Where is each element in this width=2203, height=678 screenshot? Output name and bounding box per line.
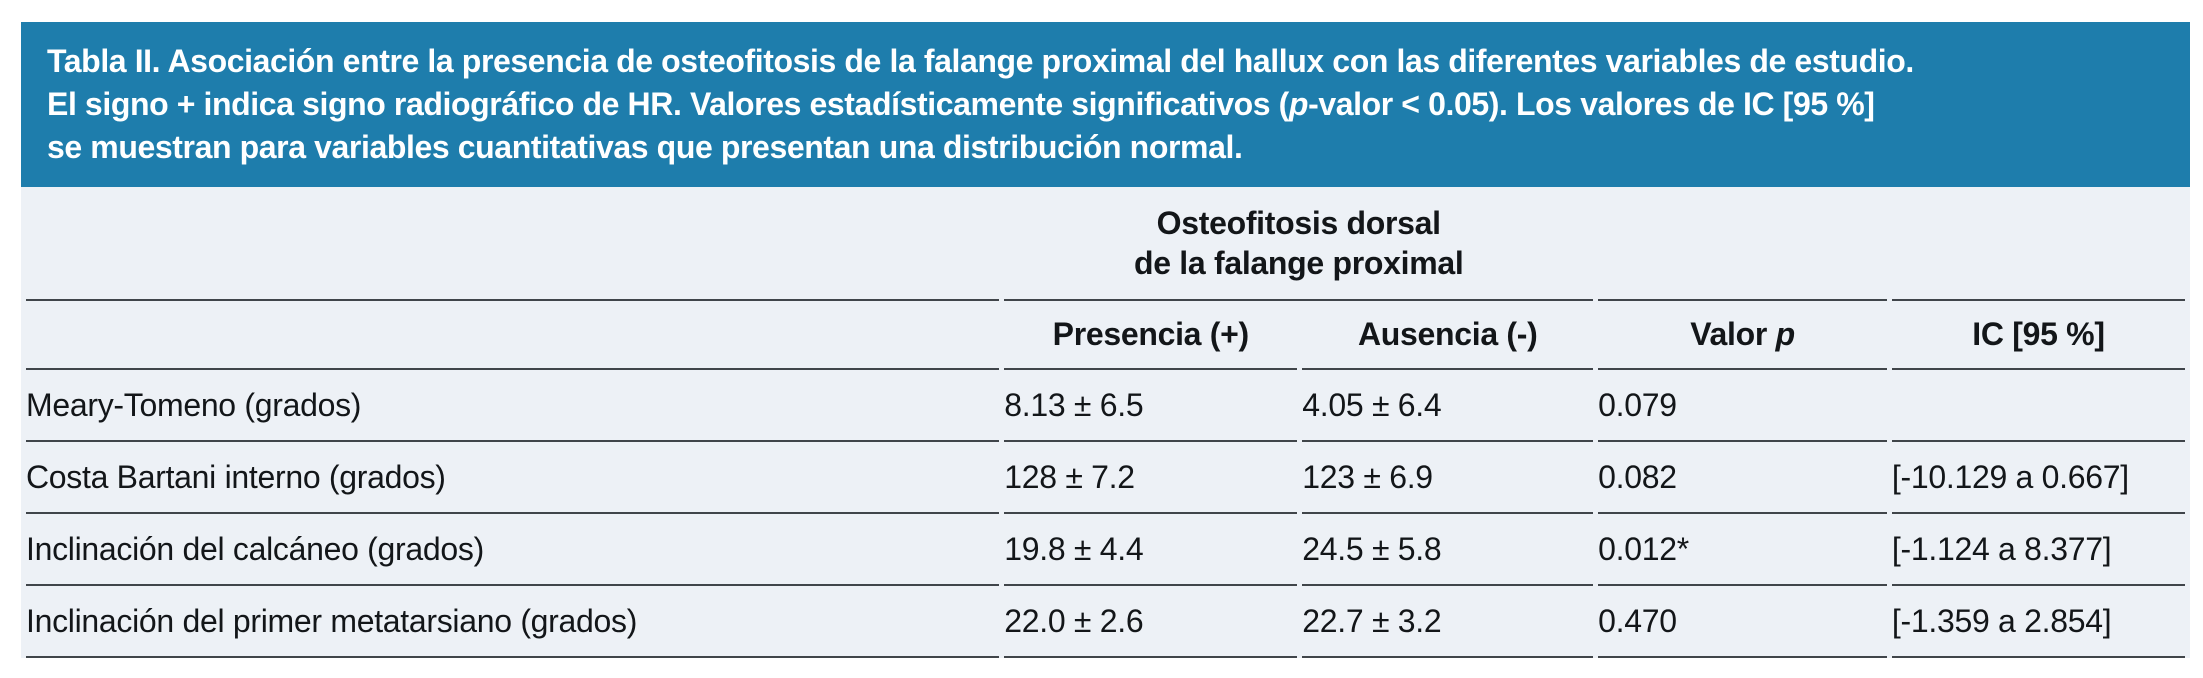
group-header-cell: Osteofitosis dorsal de la falange proxim… (1004, 187, 1594, 301)
cell-label: Inclinación del calcáneo (grados) (26, 514, 1000, 586)
cell-label: Costa Bartani interno (grados) (26, 442, 1000, 514)
group-header-spacer-right (1891, 187, 2185, 301)
caption-line-2-post: -valor < 0.05). Los valores de IC [95 %] (1308, 86, 1875, 122)
results-table: Osteofitosis dorsal de la falange proxim… (21, 187, 2190, 658)
cell-presencia: 19.8 ± 4.4 (1004, 514, 1298, 586)
table-row-meary-tomeno: Meary-Tomeno (grados) 8.13 ± 6.5 4.05 ± … (26, 370, 2185, 442)
column-header-presencia: Presencia (+) (1004, 301, 1298, 370)
cell-ausencia: 22.7 ± 3.2 (1302, 586, 1594, 658)
cell-p-value: 0.082 (1598, 442, 1887, 514)
cell-label: Inclinación del primer metatarsiano (gra… (26, 586, 1000, 658)
caption-p-italic: p (1288, 86, 1309, 122)
group-header-row: Osteofitosis dorsal de la falange proxim… (26, 187, 2185, 301)
table-row-inclinacion-calcaneo: Inclinación del calcáneo (grados) 19.8 ±… (26, 514, 2185, 586)
table-row-costa-bartani: Costa Bartani interno (grados) 128 ± 7.2… (26, 442, 2185, 514)
cell-ausencia: 123 ± 6.9 (1302, 442, 1594, 514)
cell-ic: [-1.359 a 2.854] (1891, 586, 2185, 658)
group-header-line-2: de la falange proximal (1133, 245, 1464, 281)
cell-ic: [-10.129 a 0.667] (1891, 442, 2185, 514)
table-figure: Tabla II. Asociación entre la presencia … (21, 22, 2190, 658)
cell-presencia: 128 ± 7.2 (1004, 442, 1298, 514)
cell-ausencia: 24.5 ± 5.8 (1302, 514, 1594, 586)
column-header-variable (26, 301, 1000, 370)
valor-p-italic: p (1775, 316, 1796, 352)
table-row-inclinacion-primer-metatarsiano: Inclinación del primer metatarsiano (gra… (26, 586, 2185, 658)
group-header-line-1: Osteofitosis dorsal (1156, 205, 1441, 241)
caption-line-2: El signo + indica signo radiográfico de … (47, 83, 2164, 126)
cell-ausencia: 4.05 ± 6.4 (1302, 370, 1594, 442)
column-header-row: Presencia (+) Ausencia (-) Valor p IC [9… (26, 301, 2185, 370)
cell-ic: [-1.124 a 8.377] (1891, 514, 2185, 586)
group-header-spacer-left (26, 187, 1000, 301)
column-header-ausencia: Ausencia (-) (1302, 301, 1594, 370)
table-caption-banner: Tabla II. Asociación entre la presencia … (21, 22, 2190, 187)
cell-ic (1891, 370, 2185, 442)
cell-p-value: 0.470 (1598, 586, 1887, 658)
caption-line-3: se muestran para variables cuantitativas… (47, 129, 1243, 165)
caption-line-2-pre: El signo + indica signo radiográfico de … (47, 86, 1289, 122)
cell-label: Meary-Tomeno (grados) (26, 370, 1000, 442)
cell-presencia: 22.0 ± 2.6 (1004, 586, 1298, 658)
caption-line-1: Tabla II. Asociación entre la presencia … (47, 43, 1914, 79)
column-header-valor-p: Valor p (1598, 301, 1887, 370)
valor-p-text: Valor (1690, 316, 1776, 352)
cell-presencia: 8.13 ± 6.5 (1004, 370, 1298, 442)
cell-p-value: 0.079 (1598, 370, 1887, 442)
cell-p-value: 0.012* (1598, 514, 1887, 586)
group-header-spacer-mid (1598, 187, 1887, 301)
column-header-ic: IC [95 %] (1891, 301, 2185, 370)
